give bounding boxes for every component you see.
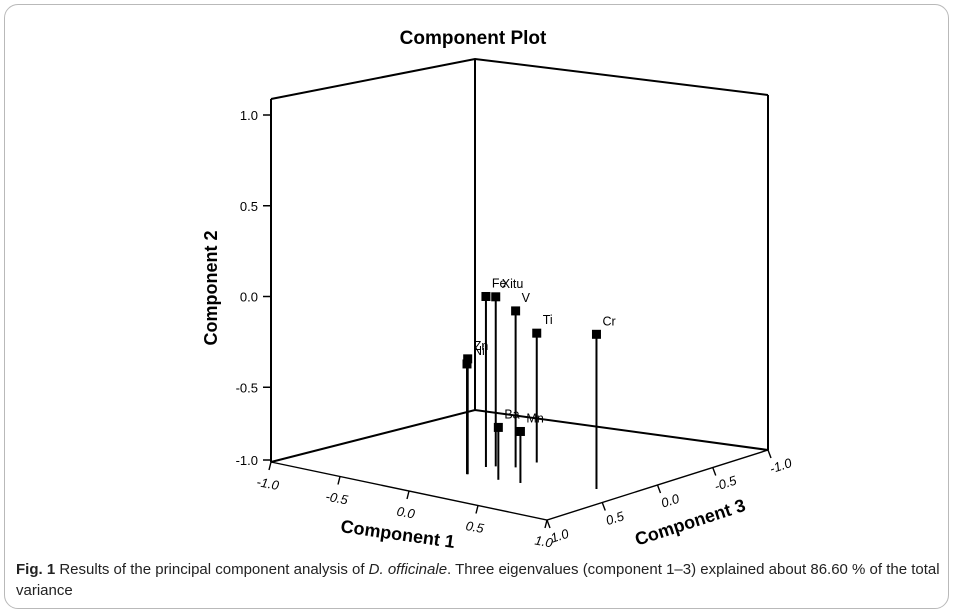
z-tick-mark bbox=[656, 484, 662, 494]
point-mn: Mn bbox=[515, 411, 544, 483]
point-marker bbox=[463, 354, 473, 364]
z-tick-label: 0.0 bbox=[659, 491, 682, 511]
x-tick-mark bbox=[544, 519, 548, 529]
point-v: V bbox=[511, 291, 531, 468]
x-tick-mark bbox=[475, 505, 479, 514]
y-axis-ticks: -1.0 -0.5 0.0 0.5 1.0 bbox=[236, 108, 271, 468]
y-tick-label: 0.5 bbox=[240, 199, 258, 214]
x-axis-label: Component 1 bbox=[340, 516, 457, 552]
box-edges bbox=[270, 57, 769, 463]
caption-text-before: Results of the principal component analy… bbox=[55, 561, 369, 578]
figure-label: Fig. 1 bbox=[16, 561, 56, 578]
z-tick-mark bbox=[601, 502, 606, 511]
point-ni: Ni bbox=[462, 344, 485, 475]
z-tick-label: 0.5 bbox=[604, 508, 627, 528]
figure-caption: Fig. 1 Results of the principal componen… bbox=[16, 559, 941, 601]
chart-title: Component Plot bbox=[400, 28, 547, 49]
y-tick-label: 0.0 bbox=[240, 290, 258, 305]
point-xitu: Xitu bbox=[491, 277, 523, 467]
x-tick-label: -1.0 bbox=[255, 474, 280, 493]
point-ti: Ti bbox=[532, 313, 553, 463]
point-label: Xitu bbox=[502, 277, 524, 291]
caption-text-after: . Three eigenvalues (component 1–3) expl… bbox=[16, 561, 940, 599]
x-tick-label: 0.0 bbox=[396, 504, 417, 522]
point-label: Ni bbox=[473, 344, 485, 358]
y-tick-label: 1.0 bbox=[240, 108, 258, 123]
z-tick-label: -0.5 bbox=[712, 472, 739, 493]
x-tick-label: 0.5 bbox=[465, 518, 486, 536]
point-marker bbox=[462, 359, 472, 369]
point-label: Fe bbox=[492, 276, 507, 290]
point-ba: Ba bbox=[493, 407, 520, 480]
point-marker bbox=[532, 328, 542, 338]
x-tick-mark bbox=[337, 476, 341, 485]
point-marker bbox=[491, 292, 501, 302]
y-tick-label: -0.5 bbox=[236, 380, 258, 395]
z-tick-label: -1.0 bbox=[768, 455, 795, 476]
z-tick-mark bbox=[767, 449, 772, 459]
x-tick-label: -0.5 bbox=[324, 489, 349, 508]
z-tick-label: 1.0 bbox=[549, 526, 572, 546]
z-axis-ticks: 1.0 0.5 0.0 -0.5 -1.0 bbox=[546, 449, 795, 546]
point-label: Zn bbox=[474, 339, 489, 353]
point-label: Ti bbox=[543, 313, 553, 327]
caption-species: D. officinale bbox=[368, 561, 448, 578]
point-label: Ba bbox=[504, 407, 519, 421]
figure-frame bbox=[4, 4, 949, 609]
y-axis-label: Component 2 bbox=[201, 231, 221, 346]
point-marker bbox=[515, 426, 525, 436]
point-label: Mn bbox=[526, 411, 543, 425]
point-marker bbox=[511, 306, 521, 316]
point-marker bbox=[481, 291, 491, 301]
x-tick-mark bbox=[406, 490, 410, 500]
point-fe: Fe bbox=[481, 276, 507, 467]
x-axis-ticks: -1.0 -0.5 0.0 0.5 1.0 bbox=[255, 461, 555, 551]
point-label: V bbox=[522, 291, 531, 305]
x-tick-mark bbox=[268, 461, 272, 471]
y-tick-label: -1.0 bbox=[236, 453, 258, 468]
point-cr: Cr bbox=[591, 314, 616, 490]
point-marker bbox=[591, 329, 601, 339]
x-tick-label: 1.0 bbox=[534, 533, 555, 551]
z-tick-mark bbox=[712, 467, 717, 476]
z-axis-label: Component 3 bbox=[632, 495, 748, 550]
point-marker bbox=[493, 422, 503, 432]
point-label: Cr bbox=[602, 314, 615, 328]
z-tick-mark bbox=[546, 519, 551, 529]
